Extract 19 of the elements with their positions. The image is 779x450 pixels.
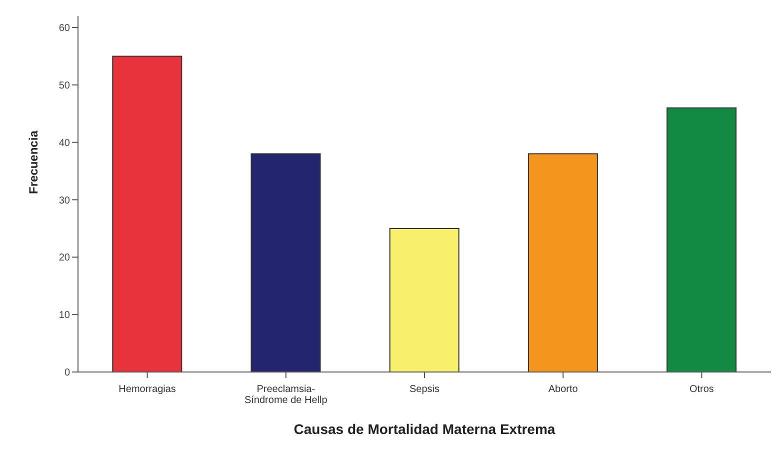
y-tick-label: 50 bbox=[58, 80, 70, 92]
bar bbox=[389, 228, 460, 372]
x-axis-title: Causas de Mortalidad Materna Extrema bbox=[294, 421, 556, 437]
x-tick-label: Hemorragias bbox=[118, 384, 176, 395]
bar bbox=[112, 56, 182, 372]
y-tick-label: 30 bbox=[58, 195, 70, 206]
y-tick-label: 60 bbox=[58, 23, 70, 34]
x-tick-label: Preeclamsia- Síndrome de Hellp bbox=[244, 384, 328, 406]
y-tick-label: 0 bbox=[64, 368, 70, 379]
y-tick-label: 20 bbox=[58, 252, 70, 264]
bar bbox=[250, 153, 321, 372]
y-tick-label: 40 bbox=[58, 138, 70, 149]
x-tick-label: Aborto bbox=[548, 384, 578, 395]
y-tick-label: 10 bbox=[58, 310, 70, 322]
y-axis-title: Frecuencia bbox=[26, 130, 40, 194]
x-tick-label: Sepsis bbox=[409, 384, 440, 395]
bar bbox=[666, 107, 737, 372]
x-tick-label: Otros bbox=[689, 384, 714, 395]
bar bbox=[528, 153, 598, 372]
